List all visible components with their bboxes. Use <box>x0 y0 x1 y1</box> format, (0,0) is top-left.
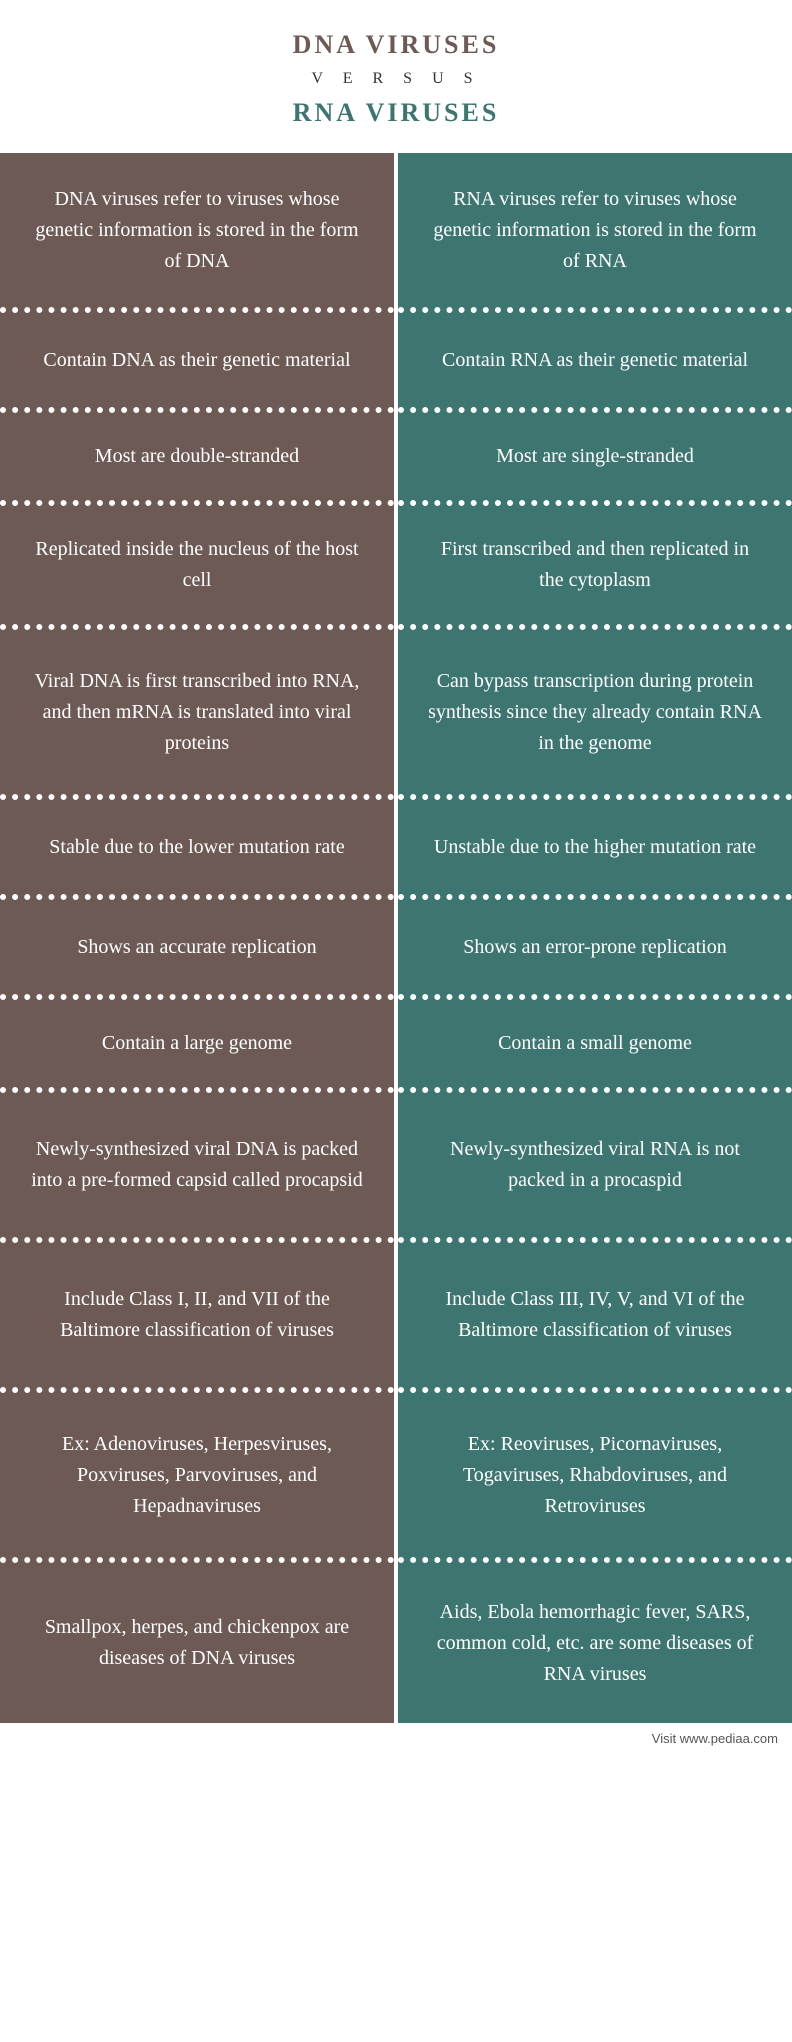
dna-cell: Contain DNA as their genetic material <box>0 313 394 413</box>
rna-cell: Include Class III, IV, V, and VI of the … <box>398 1243 792 1393</box>
rna-cell: Most are single-stranded <box>398 413 792 506</box>
dna-cell: Viral DNA is first transcribed into RNA,… <box>0 630 394 800</box>
footer-credit: Visit www.pediaa.com <box>0 1723 792 1762</box>
versus-label: V E R S U S <box>20 70 772 88</box>
rna-cell: First transcribed and then replicated in… <box>398 506 792 630</box>
dna-cell: Ex: Adenoviruses, Herpesviruses, Poxviru… <box>0 1393 394 1563</box>
dna-cell: DNA viruses refer to viruses whose genet… <box>0 153 394 313</box>
rna-cell: Ex: Reoviruses, Picornaviruses, Togaviru… <box>398 1393 792 1563</box>
dna-cell: Stable due to the lower mutation rate <box>0 800 394 900</box>
rna-cell: Shows an error-prone replication <box>398 900 792 1000</box>
dna-cell: Contain a large genome <box>0 1000 394 1093</box>
title-dna: DNA VIRUSES <box>20 30 772 60</box>
title-rna: RNA VIRUSES <box>20 98 772 128</box>
dna-cell: Most are double-stranded <box>0 413 394 506</box>
dna-cell: Replicated inside the nucleus of the hos… <box>0 506 394 630</box>
rna-column: RNA viruses refer to viruses whose genet… <box>398 153 792 1723</box>
dna-cell: Newly-synthesized viral DNA is packed in… <box>0 1093 394 1243</box>
comparison-columns: DNA viruses refer to viruses whose genet… <box>0 153 792 1723</box>
rna-cell: Aids, Ebola hemorrhagic fever, SARS, com… <box>398 1563 792 1723</box>
header: DNA VIRUSES V E R S U S RNA VIRUSES <box>0 0 792 153</box>
dna-cell: Shows an accurate replication <box>0 900 394 1000</box>
rna-cell: Contain RNA as their genetic material <box>398 313 792 413</box>
rna-cell: Unstable due to the higher mutation rate <box>398 800 792 900</box>
rna-cell: RNA viruses refer to viruses whose genet… <box>398 153 792 313</box>
dna-column: DNA viruses refer to viruses whose genet… <box>0 153 394 1723</box>
dna-cell: Include Class I, II, and VII of the Balt… <box>0 1243 394 1393</box>
rna-cell: Can bypass transcription during protein … <box>398 630 792 800</box>
rna-cell: Contain a small genome <box>398 1000 792 1093</box>
dna-cell: Smallpox, herpes, and chickenpox are dis… <box>0 1563 394 1723</box>
rna-cell: Newly-synthesized viral RNA is not packe… <box>398 1093 792 1243</box>
